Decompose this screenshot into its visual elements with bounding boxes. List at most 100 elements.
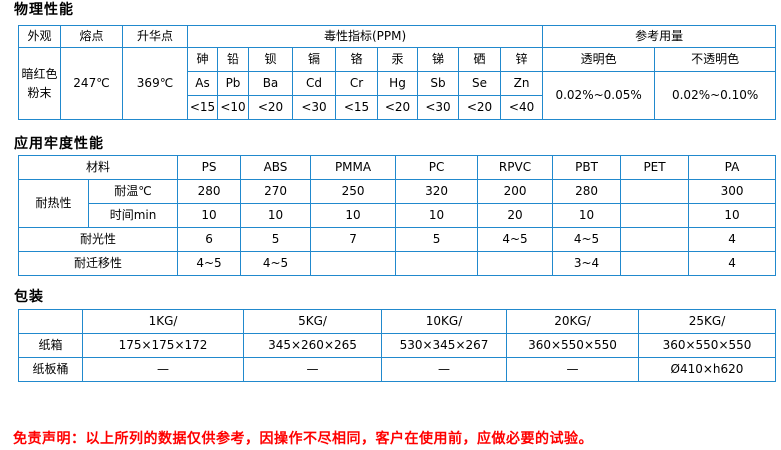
temperature-value: 300 <box>688 179 777 204</box>
package-size-header: 1KG/ <box>82 309 244 334</box>
toxicity-element-name: 汞 <box>377 47 418 72</box>
time-value: 10 <box>395 203 479 228</box>
drum-dimensions: — <box>243 357 382 382</box>
dosage-opaque-label: 不透明色 <box>654 47 777 72</box>
physical-properties-table: 外观 熔点 升华点 毒性指标(PPM) 参考用量 暗红色粉末 247℃ 369℃… <box>18 25 777 120</box>
material-name: RPVC <box>477 155 554 180</box>
toxicity-element-limit: <20 <box>248 95 293 120</box>
time-value: 20 <box>477 203 554 228</box>
migration-resistance-value: 3~4 <box>552 251 622 276</box>
toxicity-element-limit: <15 <box>187 95 218 120</box>
toxicity-element-name: 铬 <box>335 47 378 72</box>
toxicity-element-symbol: Cd <box>292 71 336 96</box>
light-fastness-value: 4 <box>688 227 777 252</box>
migration-resistance-value: 4~5 <box>240 251 312 276</box>
time-value: 10 <box>310 203 397 228</box>
header-appearance: 外观 <box>18 25 61 48</box>
temperature-value: 200 <box>477 179 554 204</box>
melting-point-value: 247℃ <box>60 47 123 120</box>
material-name: PS <box>177 155 242 180</box>
time-value <box>620 203 690 228</box>
temperature-value: 280 <box>552 179 622 204</box>
material-name: PET <box>620 155 690 180</box>
toxicity-element-name: 镉 <box>292 47 336 72</box>
light-fastness-value: 5 <box>395 227 479 252</box>
time-value: 10 <box>240 203 312 228</box>
temperature-value: 250 <box>310 179 397 204</box>
toxicity-element-name: 锌 <box>499 47 544 72</box>
temperature-value: 320 <box>395 179 479 204</box>
header-reference-dosage: 参考用量 <box>542 25 777 48</box>
carton-dimensions: 345×260×265 <box>243 333 382 358</box>
carton-dimensions: 530×345×267 <box>381 333 507 358</box>
heat-resistance-label: 耐热性 <box>18 179 89 228</box>
toxicity-element-symbol: Se <box>458 71 501 96</box>
header-material: 材料 <box>17 155 179 180</box>
package-size-header: 10KG/ <box>381 309 507 334</box>
header-melting-point: 熔点 <box>60 25 123 48</box>
toxicity-element-name: 钡 <box>248 47 293 72</box>
material-name: PMMA <box>310 155 397 180</box>
appearance-value: 暗红色粉末 <box>18 47 61 120</box>
temperature-value: 270 <box>240 179 312 204</box>
section-title-packaging: 包装 <box>14 289 44 305</box>
drum-label: 纸板桶 <box>18 357 83 382</box>
drum-dimensions: — <box>506 357 639 382</box>
package-size-header: 5KG/ <box>243 309 382 334</box>
toxicity-element-symbol: Hg <box>377 71 418 96</box>
packaging-table: 1KG/ 5KG/ 10KG/ 20KG/ 25KG/ 纸箱 175×175×1… <box>18 309 776 382</box>
light-fastness-value: 7 <box>310 227 397 252</box>
material-name: PA <box>688 155 777 180</box>
application-fastness-table: 材料 PS ABS PMMA PC RPVC PBT PET PA 耐热性 耐温… <box>17 155 777 276</box>
light-fastness-value: 4~5 <box>477 227 554 252</box>
toxicity-element-name: 铅 <box>217 47 249 72</box>
material-name: ABS <box>240 155 312 180</box>
migration-resistance-value <box>395 251 479 276</box>
toxicity-element-limit: <20 <box>458 95 501 120</box>
toxicity-element-name: 锑 <box>417 47 459 72</box>
dosage-opaque-value: 0.02%~0.10% <box>654 71 777 120</box>
light-fastness-value <box>620 227 690 252</box>
time-value: 10 <box>552 203 622 228</box>
carton-dimensions: 360×550×550 <box>638 333 776 358</box>
sublimation-point-value: 369℃ <box>122 47 188 120</box>
temperature-label: 耐温℃ <box>87 179 179 204</box>
carton-label: 纸箱 <box>18 333 83 358</box>
time-value: 10 <box>688 203 777 228</box>
toxicity-element-symbol: Sb <box>417 71 459 96</box>
toxicity-element-symbol: As <box>187 71 218 96</box>
header-sublimation-point: 升华点 <box>122 25 188 48</box>
drum-dimensions: — <box>381 357 507 382</box>
migration-resistance-value <box>310 251 397 276</box>
temperature-value <box>620 179 690 204</box>
drum-dimensions: — <box>82 357 244 382</box>
time-label: 时间min <box>87 203 179 228</box>
dosage-transparent-label: 透明色 <box>542 47 656 72</box>
package-size-header: 20KG/ <box>506 309 639 334</box>
toxicity-element-limit: <10 <box>217 95 249 120</box>
toxicity-element-name: 砷 <box>187 47 218 72</box>
toxicity-element-limit: <15 <box>335 95 378 120</box>
header-toxicity-index: 毒性指标(PPM) <box>186 25 544 48</box>
section-title-application-fastness: 应用牢度性能 <box>14 136 104 152</box>
toxicity-element-symbol: Zn <box>499 71 544 96</box>
toxicity-element-limit: <30 <box>417 95 459 120</box>
migration-resistance-label: 耐迁移性 <box>17 251 179 276</box>
carton-dimensions: 175×175×172 <box>82 333 244 358</box>
drum-dimensions: Ø410×h620 <box>638 357 776 382</box>
light-fastness-label: 耐光性 <box>17 227 179 252</box>
toxicity-element-limit: <20 <box>377 95 418 120</box>
migration-resistance-value <box>620 251 690 276</box>
package-size-header: 25KG/ <box>638 309 776 334</box>
toxicity-element-symbol: Pb <box>217 71 249 96</box>
toxicity-element-limit: <30 <box>292 95 336 120</box>
toxicity-element-symbol: Ba <box>248 71 293 96</box>
carton-dimensions: 360×550×550 <box>506 333 639 358</box>
toxicity-element-limit: <40 <box>499 95 544 120</box>
dosage-transparent-value: 0.02%~0.05% <box>542 71 656 120</box>
packaging-corner-cell <box>18 309 83 334</box>
time-value: 10 <box>177 203 242 228</box>
migration-resistance-value: 4~5 <box>177 251 242 276</box>
toxicity-element-name: 硒 <box>458 47 501 72</box>
